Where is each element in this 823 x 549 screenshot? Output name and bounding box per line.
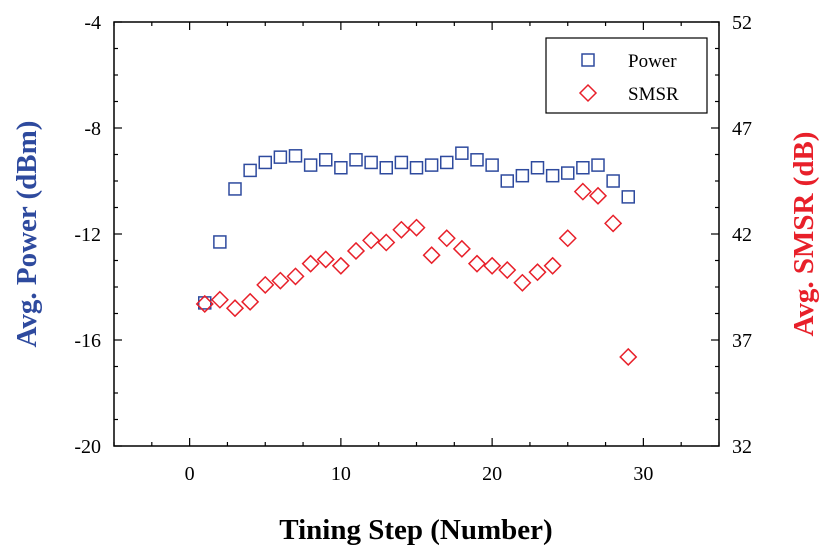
smsr-point — [210, 290, 229, 309]
smsr-point — [498, 260, 517, 280]
power-point — [500, 174, 514, 188]
power-point — [591, 158, 605, 172]
y-tick-label: -20 — [74, 436, 101, 458]
y2-tick-label: 37 — [732, 330, 752, 352]
power-point — [258, 155, 272, 170]
smsr-point — [195, 294, 214, 314]
power-point — [530, 161, 545, 175]
power-point — [515, 168, 530, 183]
y2-tick-label: 52 — [732, 12, 752, 34]
y-axis-title: Avg. Power (dBm) — [11, 121, 43, 348]
power-point — [319, 153, 333, 167]
smsr-point — [483, 256, 502, 275]
power-point — [561, 166, 575, 180]
smsr-point — [619, 347, 638, 367]
smsr-point — [604, 214, 623, 233]
y-tick-label: -4 — [84, 12, 101, 34]
x-tick-label: 10 — [331, 463, 351, 485]
smsr-point — [467, 254, 487, 273]
power-point — [213, 235, 227, 249]
smsr-point — [422, 246, 441, 265]
smsr-point — [437, 229, 456, 248]
power-point — [288, 149, 303, 163]
power-point — [440, 155, 454, 170]
smsr-series — [195, 182, 638, 367]
smsr-point — [513, 273, 532, 292]
y2-axis-ticks: 32 37 42 47 52 — [711, 12, 752, 458]
smsr-point — [271, 271, 290, 290]
power-point — [394, 155, 409, 170]
smsr-point — [286, 267, 305, 286]
smsr-point — [558, 229, 577, 248]
y-tick-label: -16 — [74, 330, 101, 352]
smsr-point — [573, 182, 592, 201]
smsr-point — [543, 256, 562, 275]
power-point — [424, 158, 439, 172]
power-point — [273, 150, 288, 164]
smsr-point — [407, 218, 426, 237]
x-axis-title: Tining Step (Number) — [279, 514, 552, 546]
smsr-point — [452, 239, 471, 258]
power-point — [470, 153, 484, 167]
power-point — [485, 158, 499, 172]
y2-tick-label: 32 — [732, 436, 752, 458]
y-axis-ticks: -20 -16 -12 -8 -4 — [74, 12, 122, 458]
legend-power-label: Power — [628, 51, 677, 72]
smsr-point — [588, 186, 608, 205]
power-point — [364, 155, 378, 170]
x-tick-label: 0 — [185, 463, 195, 485]
power-point — [243, 163, 257, 178]
power-point — [349, 153, 363, 167]
smsr-point — [528, 263, 547, 282]
x-axis-ticks: 0 10 20 30 — [113, 22, 720, 485]
legend-power-marker — [581, 53, 595, 67]
power-point — [303, 158, 318, 172]
smsr-point — [225, 299, 245, 318]
x-tick-label: 20 — [482, 463, 502, 485]
power-point — [409, 161, 424, 175]
smsr-point — [256, 275, 275, 294]
y2-tick-label: 47 — [732, 118, 752, 140]
power-point — [621, 190, 635, 204]
smsr-point — [362, 231, 381, 250]
power-point — [379, 161, 393, 175]
legend: Power SMSR — [545, 37, 708, 114]
smsr-point — [377, 233, 396, 252]
y-tick-label: -8 — [84, 118, 101, 140]
smsr-point — [392, 220, 411, 239]
legend-smsr-label: SMSR — [628, 84, 679, 105]
smsr-point — [241, 292, 260, 311]
legend-smsr-marker — [578, 83, 598, 103]
smsr-point — [346, 241, 366, 261]
power-point — [228, 182, 242, 196]
smsr-point — [316, 250, 335, 269]
smsr-point — [331, 256, 350, 275]
y2-axis-title: Avg. SMSR (dB) — [788, 132, 820, 337]
y-tick-label: -12 — [74, 224, 101, 246]
power-point — [334, 161, 348, 175]
smsr-point — [301, 254, 320, 273]
power-point — [455, 146, 469, 160]
power-point — [576, 161, 590, 175]
power-point — [606, 174, 620, 188]
x-tick-label: 30 — [633, 463, 653, 485]
legend-box — [545, 37, 708, 114]
y2-tick-label: 42 — [732, 224, 752, 246]
power-point — [545, 168, 560, 183]
